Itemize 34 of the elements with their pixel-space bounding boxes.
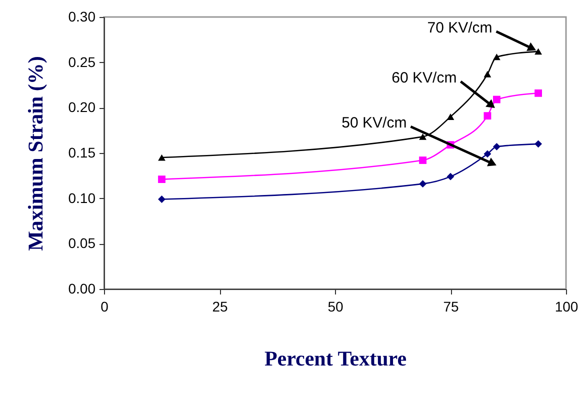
- point: [492, 54, 500, 60]
- x-tick-label: 75: [443, 298, 459, 314]
- y-tick-label: 0.10: [68, 190, 96, 206]
- y-tick-label: 0.25: [68, 54, 96, 70]
- y-tick-label: 0.30: [68, 8, 96, 24]
- point: [534, 140, 542, 148]
- point: [484, 112, 492, 120]
- y-tick-label: 0.05: [68, 235, 96, 252]
- x-tick-label: 50: [328, 298, 344, 314]
- x-tick-label: 100: [554, 298, 578, 314]
- point: [534, 48, 542, 55]
- y-tick-label: 0.15: [68, 144, 96, 160]
- point: [419, 180, 426, 188]
- point: [484, 70, 492, 78]
- point: [419, 133, 426, 140]
- point: [158, 176, 166, 183]
- series-label: 70 KV/cm: [427, 19, 492, 36]
- point: [534, 89, 542, 97]
- point: [492, 142, 500, 150]
- x-tick-label: 0: [100, 298, 109, 314]
- point: [446, 172, 454, 180]
- point: [158, 154, 166, 161]
- point: [492, 96, 500, 104]
- point: [158, 196, 166, 203]
- x-axis-title: Percent Texture: [264, 346, 407, 370]
- text: 50 KV/cm: [342, 114, 407, 132]
- text: 60 KV/cm: [392, 70, 457, 87]
- y-axis-title: Maximum Strain (%): [23, 56, 48, 251]
- x-tick-label: 25: [212, 298, 228, 314]
- point: [484, 150, 492, 158]
- y-tick-label: 0.00: [68, 280, 96, 296]
- point: [419, 156, 426, 164]
- y-tick-label: 0.20: [68, 99, 96, 116]
- point: [446, 114, 454, 120]
